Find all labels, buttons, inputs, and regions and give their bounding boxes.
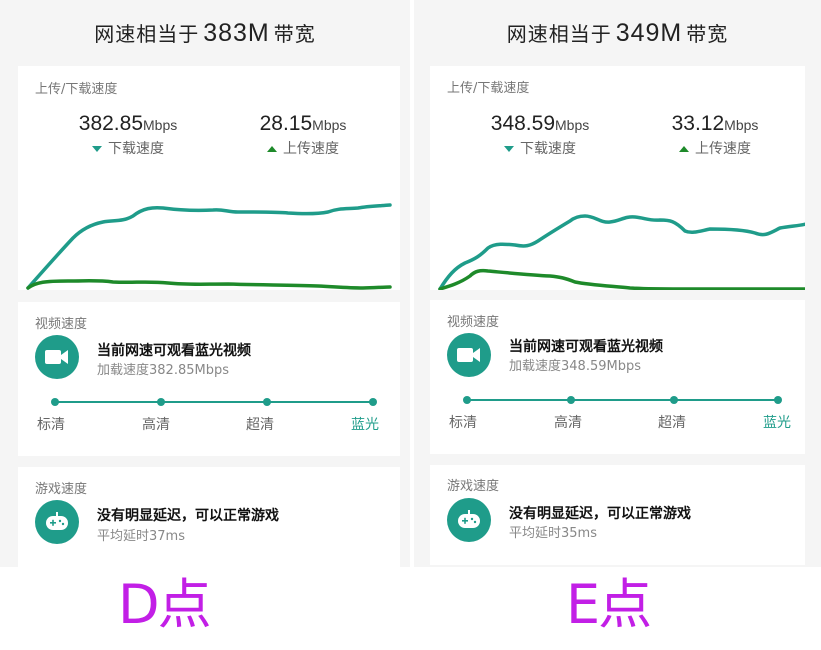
- speed-result-panel-d: 网速相当于 383M 带宽 上传/下载速度 382.85Mbps 下载速度 28.1…: [0, 0, 410, 567]
- page-title: 网速相当于 349M 带宽: [414, 18, 821, 48]
- upload-caption: 上传速度: [283, 141, 339, 157]
- download-line: [438, 214, 805, 290]
- game-speed-card: 游戏速度 没有明显延迟，可以正常游戏 平均延时35ms: [430, 465, 805, 565]
- card-label: 游戏速度: [35, 482, 88, 497]
- video-quality-message: 当前网速可观看蓝光视频: [97, 340, 251, 360]
- game-speed-card: 游戏速度 没有明显延迟，可以正常游戏 平均延时37ms: [18, 467, 400, 567]
- video-camera-icon: [447, 333, 491, 377]
- video-message-prefix: 当前网速可观看: [97, 343, 195, 359]
- video-message-prefix: 当前网速可观看: [509, 339, 607, 355]
- upload-value: 28.15: [259, 112, 313, 135]
- tier-dot: [369, 398, 377, 406]
- triangle-down-icon: [504, 146, 514, 152]
- card-label: 上传/下载速度: [35, 82, 118, 97]
- download-unit: Mbps: [555, 117, 590, 133]
- upload-caption: 上传速度: [695, 141, 751, 157]
- tier-label-hd: 高清: [554, 415, 582, 431]
- speed-line-chart: [26, 203, 392, 290]
- tier-dot: [156, 398, 165, 406]
- gamepad-icon: [447, 498, 491, 542]
- point-label-d: D点: [118, 573, 212, 636]
- download-stat: 382.85Mbps 下载速度: [48, 112, 208, 158]
- upload-line: [26, 279, 392, 290]
- upload-download-card: 上传/下载速度 348.59Mbps 下载速度 33.12Mbps 上传速度: [430, 66, 805, 290]
- triangle-up-icon: [267, 146, 277, 152]
- tier-dot: [262, 398, 271, 406]
- tier-label-hd: 高清: [142, 417, 170, 433]
- average-latency-text: 平均延时37ms: [97, 529, 185, 544]
- triangle-down-icon: [92, 146, 102, 152]
- download-line: [26, 203, 392, 290]
- quality-track: [51, 398, 377, 406]
- tier-label-fhd: 超清: [246, 417, 274, 433]
- tier-dot: [774, 396, 782, 404]
- tier-label-sd: 标清: [449, 415, 477, 431]
- tier-label-fhd: 超清: [658, 415, 686, 431]
- video-camera-icon: [35, 335, 79, 379]
- title-bandwidth-value: 349M: [615, 19, 683, 47]
- triangle-up-icon: [679, 146, 689, 152]
- download-caption: 下载速度: [520, 141, 576, 157]
- average-latency-text: 平均延时35ms: [509, 526, 597, 541]
- game-latency-message: 没有明显延迟，可以正常游戏: [97, 508, 279, 524]
- title-prefix: 网速相当于: [94, 22, 200, 46]
- download-stat: 348.59Mbps 下载速度: [460, 112, 620, 158]
- load-speed-text: 加载速度348.59Mbps: [509, 359, 641, 374]
- speed-result-panel-e: 网速相当于 349M 带宽 上传/下载速度 348.59Mbps 下载速度 33.1…: [414, 0, 821, 567]
- upload-unit: Mbps: [312, 117, 347, 133]
- video-speed-card: 视频速度 当前网速可观看蓝光视频 加载速度382.85Mbps 标清 高清 超清…: [18, 302, 400, 456]
- title-suffix: 带宽: [686, 22, 729, 46]
- video-message-highlight: 蓝光视频: [195, 343, 251, 359]
- upload-line: [438, 268, 805, 290]
- download-unit: Mbps: [143, 117, 178, 133]
- upload-value: 33.12: [671, 112, 725, 135]
- quality-track: [463, 396, 782, 404]
- download-value: 382.85: [78, 112, 143, 135]
- gamepad-icon: [35, 500, 79, 544]
- upload-stat: 33.12Mbps 上传速度: [635, 112, 795, 158]
- title-bandwidth-value: 383M: [203, 19, 270, 47]
- card-label: 上传/下载速度: [447, 81, 530, 96]
- card-label: 视频速度: [35, 317, 88, 332]
- upload-unit: Mbps: [724, 117, 759, 133]
- tier-label-bluray: 蓝光: [351, 417, 379, 433]
- upload-download-card: 上传/下载速度 382.85Mbps 下载速度 28.15Mbps 上传速度: [18, 66, 400, 290]
- load-speed-text: 加载速度382.85Mbps: [97, 363, 229, 378]
- tier-dot: [463, 396, 471, 404]
- speed-line-chart: [438, 214, 805, 290]
- point-label-e: E点: [566, 573, 652, 636]
- tier-label-bluray: 蓝光: [763, 415, 791, 431]
- download-caption: 下载速度: [108, 141, 164, 157]
- video-speed-card: 视频速度 当前网速可观看蓝光视频 加载速度348.59Mbps 标清 高清 超清…: [430, 300, 805, 454]
- card-label: 视频速度: [447, 315, 500, 330]
- title-suffix: 带宽: [273, 22, 316, 46]
- video-quality-message: 当前网速可观看蓝光视频: [509, 336, 663, 356]
- page-title: 网速相当于 383M 带宽: [0, 18, 410, 48]
- tier-label-sd: 标清: [37, 417, 65, 433]
- tier-dot: [670, 396, 679, 404]
- tier-dot: [566, 396, 575, 404]
- tier-dot: [51, 398, 59, 406]
- card-label: 游戏速度: [447, 479, 500, 494]
- download-value: 348.59: [490, 112, 555, 135]
- game-latency-message: 没有明显延迟，可以正常游戏: [509, 506, 691, 522]
- upload-stat: 28.15Mbps 上传速度: [223, 112, 383, 158]
- title-prefix: 网速相当于: [506, 22, 612, 46]
- video-message-highlight: 蓝光视频: [607, 339, 663, 355]
